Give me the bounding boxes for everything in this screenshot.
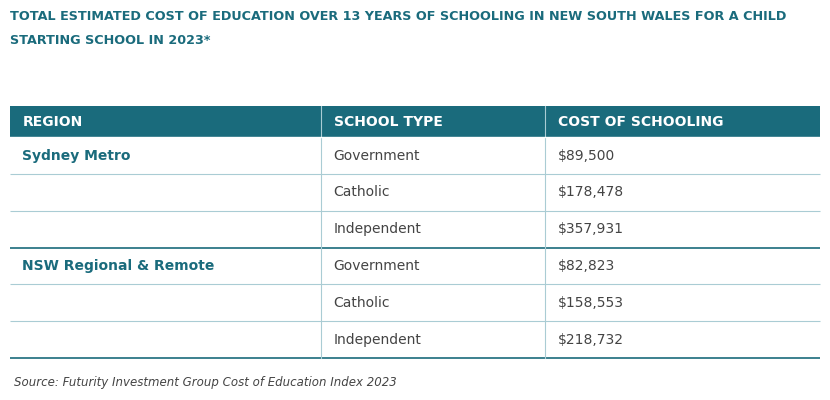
Bar xyxy=(10,321,820,358)
Text: NSW Regional & Remote: NSW Regional & Remote xyxy=(22,259,215,273)
Text: Independent: Independent xyxy=(334,222,422,236)
Text: COST OF SCHOOLING: COST OF SCHOOLING xyxy=(558,115,723,129)
Text: $158,553: $158,553 xyxy=(558,296,624,310)
Text: STARTING SCHOOL IN 2023*: STARTING SCHOOL IN 2023* xyxy=(10,34,210,47)
Text: $82,823: $82,823 xyxy=(558,259,615,273)
Text: Independent: Independent xyxy=(334,332,422,346)
Text: SCHOOL TYPE: SCHOOL TYPE xyxy=(334,115,442,129)
Text: Catholic: Catholic xyxy=(334,185,390,199)
Text: Source: Futurity Investment Group Cost of Education Index 2023: Source: Futurity Investment Group Cost o… xyxy=(14,376,397,389)
Text: $89,500: $89,500 xyxy=(558,148,615,162)
Bar xyxy=(10,284,820,321)
Text: TOTAL ESTIMATED COST OF EDUCATION OVER 13 YEARS OF SCHOOLING IN NEW SOUTH WALES : TOTAL ESTIMATED COST OF EDUCATION OVER 1… xyxy=(10,10,786,23)
Bar xyxy=(10,211,820,248)
Text: $357,931: $357,931 xyxy=(558,222,624,236)
Text: $218,732: $218,732 xyxy=(558,332,624,346)
Bar xyxy=(10,248,820,284)
Text: Government: Government xyxy=(334,259,420,273)
Text: Government: Government xyxy=(334,148,420,162)
Text: REGION: REGION xyxy=(22,115,83,129)
Bar xyxy=(10,137,820,174)
Text: Catholic: Catholic xyxy=(334,296,390,310)
Bar xyxy=(10,106,820,137)
Text: $178,478: $178,478 xyxy=(558,185,624,199)
Bar xyxy=(10,174,820,211)
Text: Sydney Metro: Sydney Metro xyxy=(22,148,131,162)
